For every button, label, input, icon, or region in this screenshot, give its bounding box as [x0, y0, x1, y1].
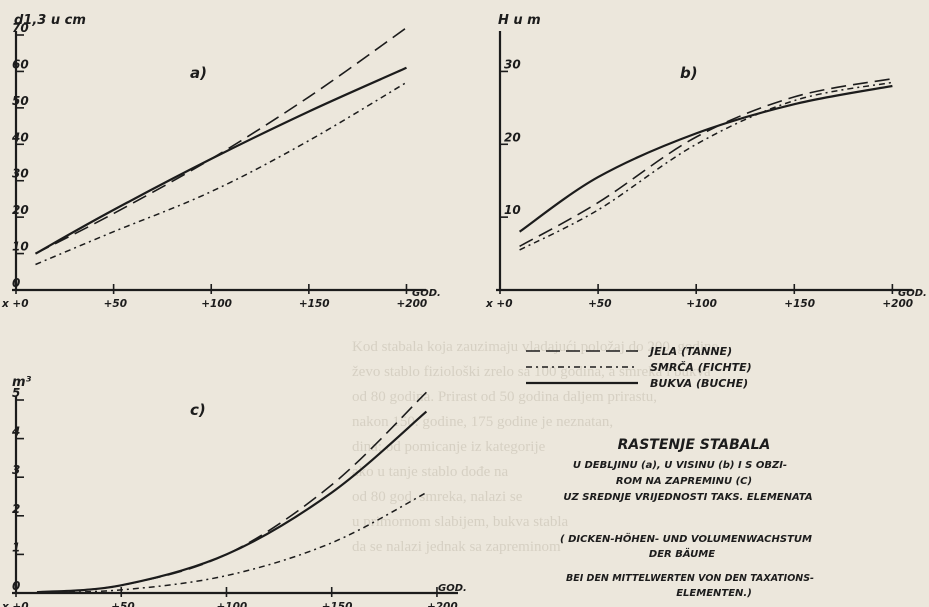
y-tick-label: 0 [12, 276, 20, 290]
y-tick-label: 30 [504, 57, 521, 71]
panel-b-label: b) [680, 64, 698, 82]
series-line-smrca [35, 81, 407, 266]
y-tick-label: 10 [504, 203, 521, 217]
caption-line1: U DEBLJINU (a), U VISINU (b) I S OBZI- [573, 460, 787, 471]
y-tick-label: 60 [12, 57, 29, 71]
y-tick-label: 30 [12, 167, 29, 181]
panel-a: d1,3 u cm a) GOD. 0 10 20 30 40 50 60 70 x +0 +50… [1, 13, 441, 310]
y-tick-label: 20 [12, 203, 29, 217]
x-tick-label: +150 [322, 601, 353, 607]
x-tick-label: +100 [216, 601, 247, 607]
y-tick-label: 5 [12, 386, 20, 400]
legend: JELA (TANNE) SMRČA (FICHTE) BUKVA (BUCHE… [526, 345, 752, 390]
caption-de3: BEI DEN MITTELWERTEN VON DEN TAXATIONS- [566, 573, 814, 584]
series-line-bukva [34, 66, 407, 255]
panel-b-xlabel: GOD. [898, 288, 927, 299]
show-through-line: dina; od pomicanje iz kategorije [352, 439, 546, 455]
panel-a-ylabel: d1,3 u cm [14, 13, 86, 28]
show-through-line: u primornom slabijem, bukva stabla [352, 514, 569, 530]
caption-title: RASTENJE STABALA [618, 437, 771, 453]
show-through-line: od 80 godina. Prirast od 50 godina dalje… [352, 389, 657, 405]
caption-de2: DER BÄUME [649, 546, 715, 560]
y-tick-label: 40 [11, 130, 29, 144]
panel-c: m³ c) GOD. 0 1 2 3 4 5 x +0 +50 +100 +150 +200 [1, 375, 467, 607]
series-line-jela [519, 77, 893, 247]
panel-c-label: c) [190, 401, 206, 419]
panel-b-ylabel: H u m [498, 13, 541, 28]
x-tick-label: +150 [299, 298, 330, 310]
legend-label-bukva: BUKVA (BUCHE) [650, 377, 748, 390]
show-through-text: Kod stabala koja zauzimaju vladajući pol… [352, 339, 718, 555]
x-tick-label: +50 [111, 601, 134, 607]
caption-de1: ( DICKEN-HÖHEN- UND VOLUMENWACHSTUM [560, 531, 812, 545]
legend-label-smrca: SMRČA (FICHTE) [650, 360, 752, 374]
y-tick-label: 70 [12, 21, 29, 35]
legend-label-jela: JELA (TANNE) [648, 345, 732, 358]
y-tick-label: 20 [504, 130, 521, 144]
panel-b-plot: 10 20 30 x +0 +50 +100 +150 +200 [485, 31, 913, 310]
x-tick-label: +50 [588, 298, 611, 310]
series-line-bukva [518, 84, 893, 233]
show-through-line: nakon 150. godine, 175 godine je neznata… [352, 414, 613, 430]
show-through-line: od 80 god. smreka, nalazi se [352, 489, 523, 505]
show-through-line: da se nalazi jednak sa zapreminom [352, 539, 561, 555]
panel-a-label: a) [190, 64, 207, 82]
y-tick-label: 3 [12, 463, 20, 477]
caption: RASTENJE STABALA U DEBLJINU (a), U VISIN… [560, 437, 814, 599]
x-tick-label: x +0 [1, 298, 29, 310]
x-tick-label: +50 [104, 298, 127, 310]
y-tick-label: 2 [12, 502, 20, 516]
y-tick-label: 10 [12, 240, 29, 254]
series-line-smrca [36, 491, 427, 594]
caption-line3: UZ SREDNJE VRIJEDNOSTI TAKS. ELEMENATA [563, 492, 812, 503]
show-through-line: ževo stablo fiziološki zrelo sa 100 godi… [352, 364, 711, 380]
x-tick-label: x +0 [1, 601, 29, 607]
x-tick-label: +200 [396, 298, 427, 310]
panel-c-ylabel: m³ [12, 375, 32, 390]
x-tick-label: +200 [882, 298, 913, 310]
panel-a-xlabel: GOD. [412, 288, 441, 299]
x-tick-label: +150 [784, 298, 815, 310]
panel-c-plot: 0 1 2 3 4 5 x +0 +50 +100 +150 +200 [1, 386, 458, 607]
series-line-jela [35, 27, 407, 255]
series-line-smrca [519, 81, 893, 251]
y-tick-label: 50 [12, 94, 29, 108]
show-through-line: ako u tanje stablo dođe na [352, 464, 509, 480]
x-tick-label: +100 [686, 298, 717, 310]
y-tick-label: 0 [12, 579, 20, 593]
y-tick-label: 1 [12, 540, 20, 554]
series-line-bukva [36, 410, 428, 594]
x-tick-label: x +0 [485, 298, 513, 310]
x-tick-label: +100 [201, 298, 232, 310]
panel-b: H u m b) GOD. 10 20 30 x +0 +50 +100 +150 +200 [485, 13, 927, 310]
panel-c-xlabel: GOD. [438, 583, 467, 594]
caption-line2: ROM NA ZAPREMINU (C) [616, 476, 752, 487]
panel-a-plot: 0 10 20 30 40 50 60 70 x +0 +50 +100 +150 +200 [1, 21, 427, 310]
x-tick-label: +200 [427, 601, 458, 607]
y-tick-label: 4 [11, 425, 20, 439]
caption-de4: ELEMENTEN.) [676, 588, 752, 599]
